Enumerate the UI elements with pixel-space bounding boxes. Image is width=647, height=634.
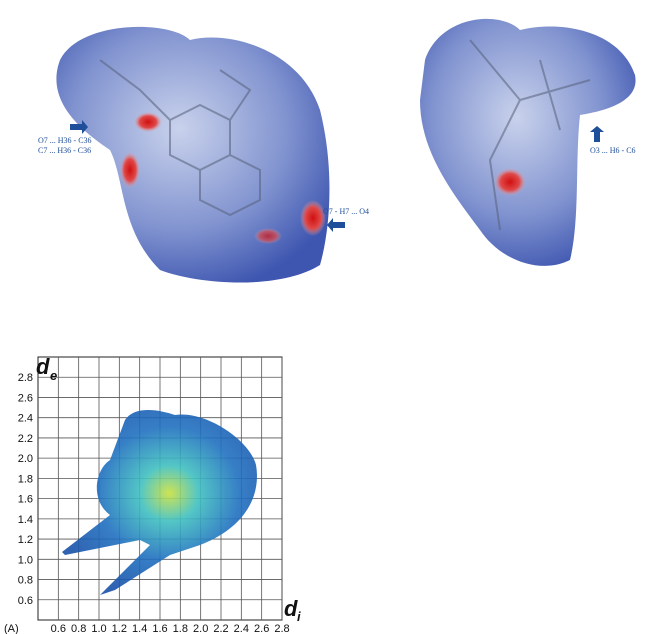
- x-tick-label: 2.2: [213, 623, 228, 634]
- contact-label: O7 ... H36 - C36: [38, 136, 92, 145]
- contact-label: O7 - H7 ... O4: [323, 207, 369, 216]
- x-tick-label: 2.4: [234, 623, 249, 634]
- x-tick-label: 1.2: [112, 623, 127, 634]
- y-tick-label: 1.6: [18, 494, 33, 506]
- x-tick-label: 2.0: [193, 623, 208, 634]
- panel-label: (A): [4, 623, 19, 634]
- y-tick-label: 2.0: [18, 453, 33, 465]
- y-tick-label: 1.0: [18, 554, 33, 566]
- x-tick-label: 0.8: [71, 623, 86, 634]
- y-tick-label: 1.8: [18, 473, 33, 485]
- figure: O7 ... H36 - C36 C7 ... H36 - C36 O7 - H…: [0, 0, 647, 634]
- x-tick-label: 0.6: [51, 623, 66, 634]
- y-tick-label: 2.8: [18, 372, 33, 384]
- x-tick-label: 2.8: [274, 623, 289, 634]
- y-tick-label: 0.6: [18, 595, 33, 607]
- x-axis-subscript: i: [297, 609, 301, 624]
- x-tick-label: 1.8: [173, 623, 188, 634]
- contact-label: C7 ... H36 - C36: [38, 146, 91, 155]
- x-tick-label: 1.0: [91, 623, 106, 634]
- y-axis-label: d: [36, 354, 50, 379]
- surface-left: [56, 27, 329, 283]
- x-tick-label: 2.6: [254, 623, 269, 634]
- x-tick-label: 1.4: [132, 623, 147, 634]
- y-tick-label: 0.8: [18, 575, 33, 587]
- surface-right: [420, 19, 636, 266]
- x-tick-label: 1.6: [152, 623, 167, 634]
- contact-label: O3 ... H6 - C6: [590, 146, 636, 155]
- y-tick-label: 1.4: [18, 514, 33, 526]
- y-tick-label: 2.6: [18, 392, 33, 404]
- y-tick-label: 2.2: [18, 433, 33, 445]
- y-tick-label: 2.4: [18, 413, 33, 425]
- x-axis-label: d: [284, 596, 298, 621]
- y-tick-label: 1.2: [18, 534, 33, 546]
- y-axis-subscript: e: [50, 368, 57, 383]
